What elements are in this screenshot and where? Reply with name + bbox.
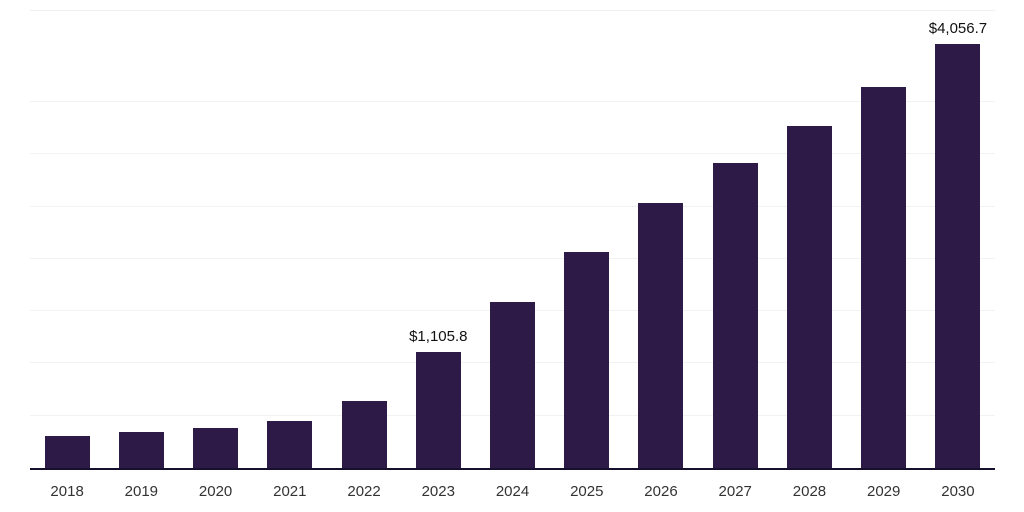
bar-column-2023: $1,105.8	[401, 328, 475, 468]
bar-2018	[44, 436, 90, 468]
bar-column-2020	[178, 428, 252, 468]
x-tick-label-2019: 2019	[124, 483, 159, 500]
x-tick-label-2020: 2020	[198, 483, 233, 500]
x-tick-label-2026: 2026	[644, 483, 678, 500]
bar-series: $1,105.8 $4,056.7	[30, 11, 995, 468]
x-tick-label-2018: 2018	[50, 483, 84, 500]
bar-value-label-2023: $1,105.8	[409, 328, 468, 345]
bar-column-2030: $4,056.7	[921, 20, 995, 468]
bar-column-2028	[772, 126, 846, 468]
gridline	[30, 101, 995, 102]
x-tick-label-2029: 2029	[867, 483, 901, 500]
gridline	[30, 258, 995, 259]
bar-value-label-2030: $4,056.7	[928, 20, 988, 37]
bar-column-2024	[475, 302, 549, 468]
bar-column-2021	[253, 421, 327, 468]
bar-2023	[415, 352, 461, 468]
bar-2024	[490, 302, 536, 468]
bar-2020	[193, 428, 239, 468]
bar-2019	[118, 432, 164, 468]
bar-2022	[341, 401, 387, 468]
bar-column-2022	[327, 401, 401, 468]
bar-2030	[935, 44, 981, 468]
x-tick-label-2023: 2023	[421, 483, 455, 500]
bar-column-2026	[624, 203, 698, 468]
bar-column-2027	[698, 163, 772, 468]
bar-column-2029	[847, 87, 921, 468]
bar-column-2025	[550, 252, 624, 468]
gridline	[30, 206, 995, 207]
bar-2026	[638, 203, 684, 468]
bar-2025	[564, 252, 610, 468]
bar-2021	[267, 421, 313, 468]
bar-2029	[861, 87, 907, 468]
bar-column-2018	[30, 436, 104, 468]
x-tick-label-2025: 2025	[570, 483, 604, 500]
gridline	[30, 153, 995, 154]
bar-column-2019	[104, 432, 178, 468]
x-tick-label-2027: 2027	[718, 483, 752, 500]
bar-2028	[786, 126, 832, 468]
bar-2027	[712, 163, 758, 468]
x-tick-label-2022: 2022	[347, 483, 381, 500]
x-tick-label-2030: 2030	[941, 483, 975, 500]
x-axis-labels: 2018 2019 2020 2021 2022 2023 2024 2025 2026 2027…	[30, 470, 995, 512]
x-tick-label-2024: 2024	[495, 483, 530, 500]
x-tick-label-2028: 2028	[792, 483, 827, 500]
plot-area: $1,105.8 $4,056.7	[30, 10, 995, 470]
x-tick-label-2021: 2021	[273, 483, 307, 500]
